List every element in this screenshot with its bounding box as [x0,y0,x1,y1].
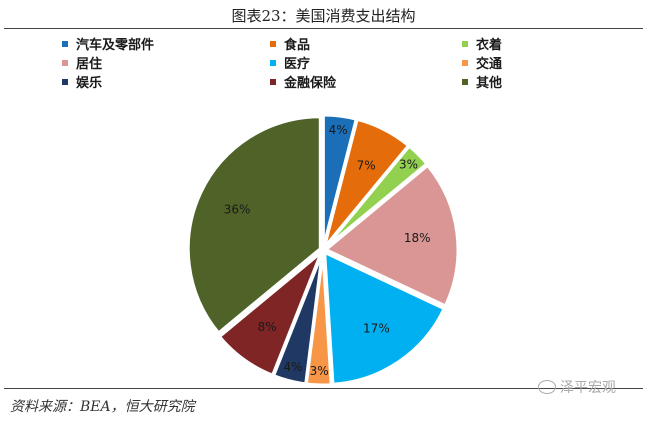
slice-label-8: 36% [224,203,251,217]
slice-label-2: 3% [399,157,418,171]
pie-slice-8 [186,115,322,335]
legend-item-other: 其他 [462,72,502,91]
legend-item-medical: 医疗 [270,53,310,72]
legend-item-food: 食品 [270,34,310,53]
legend-label-entertainment: 娱乐 [76,76,103,91]
pie-slice-4 [323,250,447,386]
legend-label-auto: 汽车及零部件 [76,38,155,53]
wechat-icon [538,380,556,394]
slice-label-4: 17% [363,322,390,336]
slice-label-3: 18% [404,231,431,245]
chart-title: 图表23：美国消费支出结构 [231,7,416,25]
slice-label-5: 3% [310,364,329,378]
bottom-divider [4,388,643,389]
watermark-text: 泽平宏观 [560,380,616,396]
legend-item-auto: 汽车及零部件 [62,34,154,53]
legend-item-entertainment: 娱乐 [62,72,102,91]
legend-item-transport: 交通 [462,53,502,72]
legend-swatch-medical [270,59,276,66]
legend-swatch-food [270,40,276,47]
slice-label-1: 7% [357,158,376,172]
slice-label-0: 4% [329,123,348,137]
legend-item-clothing: 衣着 [462,34,502,53]
slice-label-7: 8% [258,320,277,334]
pie-slice-7 [217,251,323,378]
legend-item-housing: 居住 [62,53,102,72]
pie-slice-2 [323,144,429,250]
legend-swatch-finance [270,78,276,85]
legend-label-housing: 居住 [76,57,103,72]
legend-swatch-auto [62,40,68,47]
legend-swatch-transport [462,59,468,66]
legend-label-clothing: 衣着 [476,38,503,53]
pie-chart: 4% 7% 3% 18% 17% 3% 4% 8% 36% [186,113,460,387]
legend-label-transport: 交通 [476,57,503,72]
legend-label-food: 食品 [284,38,311,53]
legend-swatch-housing [62,59,68,66]
legend-label-other: 其他 [476,76,503,91]
watermark: 泽平宏观 [538,377,616,397]
legend-swatch-other [462,78,468,85]
legend-label-medical: 医疗 [284,57,311,72]
legend-swatch-entertainment [62,78,68,85]
source-note: 资料来源：BEA，恒大研究院 [10,399,195,415]
legend-swatch-clothing [462,40,468,47]
slice-label-6: 4% [283,360,302,374]
legend-label-finance: 金融保险 [284,76,337,91]
legend-item-finance: 金融保险 [270,72,336,91]
pie-slice-3 [323,163,460,308]
top-divider [4,28,643,29]
